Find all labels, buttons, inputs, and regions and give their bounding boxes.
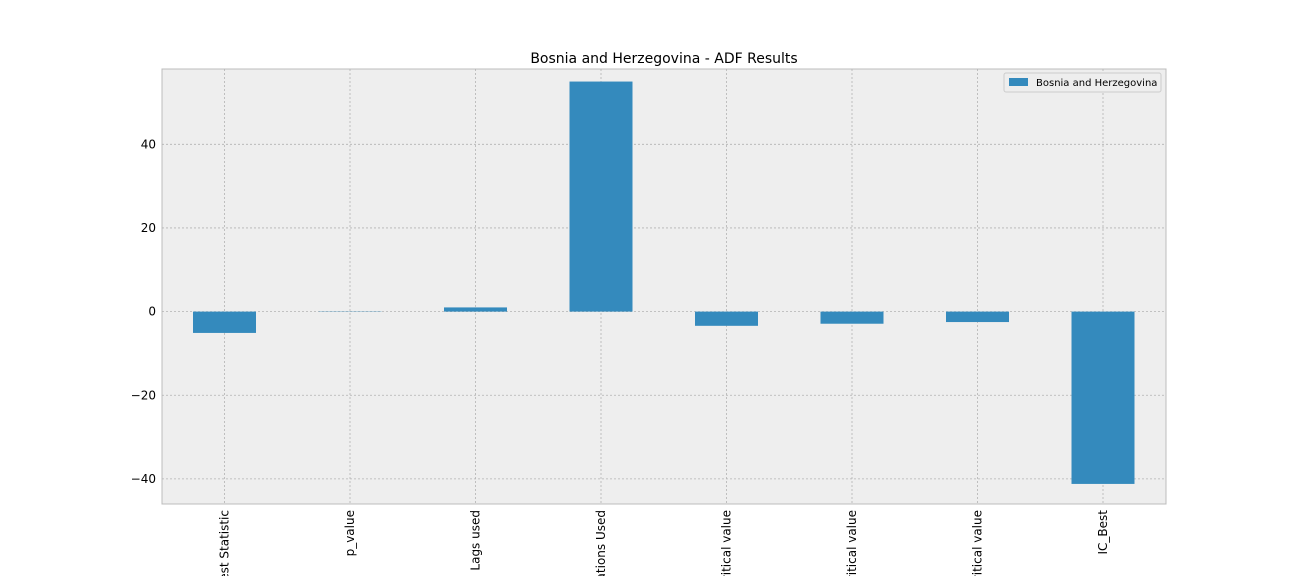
bar [193,311,256,333]
bars [193,81,1135,484]
bar [695,311,758,326]
x-tick-label: ations Used [594,510,608,576]
y-tick-label: 0 [148,305,156,319]
x-tick-label: Lags used [469,510,483,571]
y-tick-label: −20 [131,388,156,402]
y-axis-ticks: −40 −20 0 20 40 [131,137,156,486]
chart-title: Bosnia and Herzegovina - ADF Results [530,51,797,67]
x-axis-ticks: est Statistic p_value Lags used ations Used… [218,510,1111,576]
y-tick-label: −40 [131,472,156,486]
bar [946,311,1009,323]
x-tick-label: ritical value [971,510,985,576]
bar [1071,311,1135,484]
legend-swatch [1009,78,1028,86]
plot-area [161,68,1167,505]
x-tick-label: p_value [343,510,357,556]
legend-label: Bosnia and Herzegovina [1036,78,1157,89]
x-tick-label: IC_Best [1096,510,1110,555]
x-tick-label: ritical value [720,510,734,576]
bar [569,81,633,312]
legend-box [1003,72,1162,93]
x-tick-label: est Statistic [218,510,232,576]
bar [820,311,884,324]
bar [444,307,507,312]
y-tick-label: 20 [141,221,156,235]
x-tick-label: ritical value [845,510,859,576]
legend: Bosnia and Herzegovina [1003,72,1162,93]
y-tick-label: 40 [141,137,156,151]
